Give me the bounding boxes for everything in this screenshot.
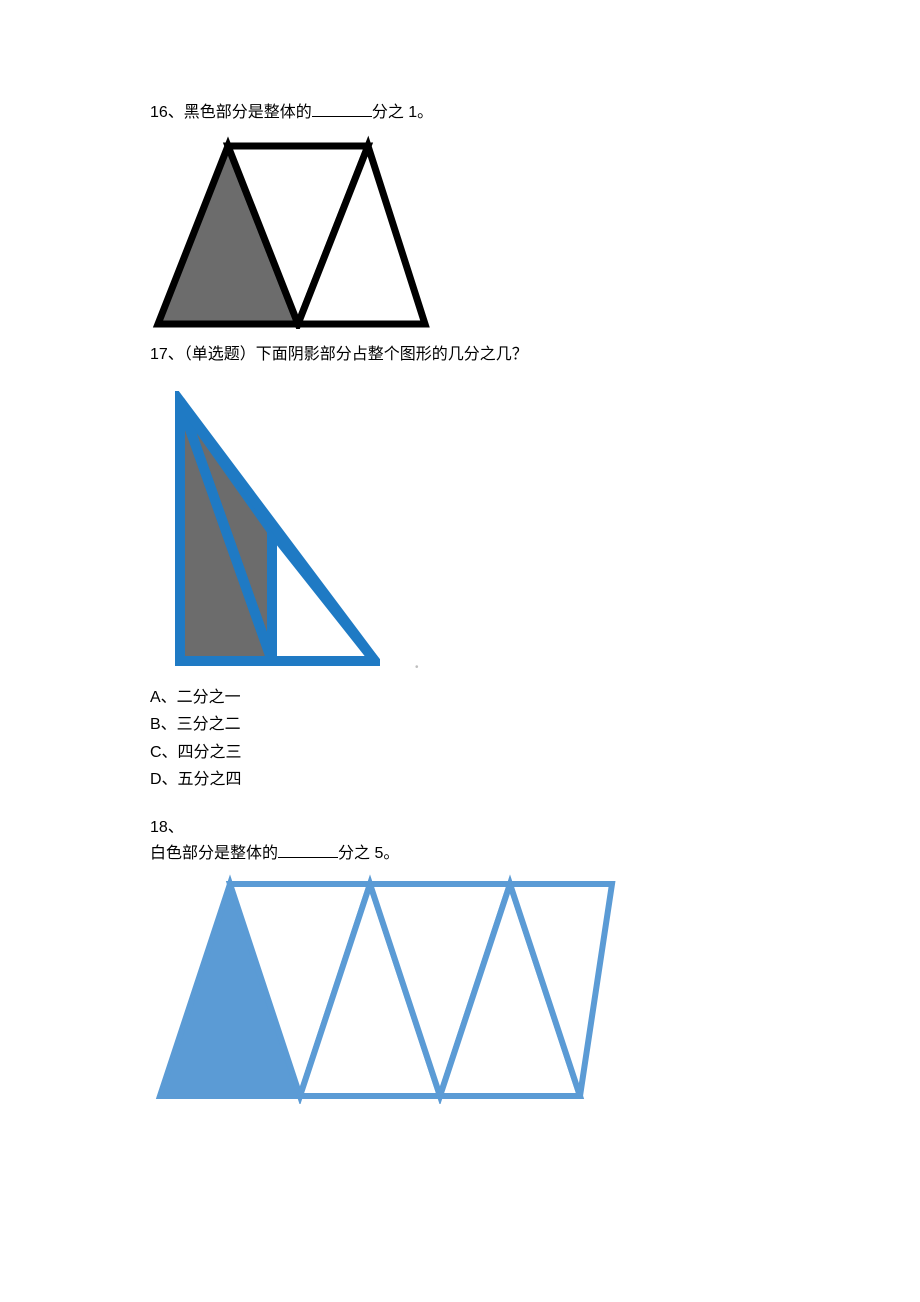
- q17-option-b[interactable]: B、三分之二: [150, 711, 770, 738]
- q17-options: A、二分之一 B、三分之二 C、四分之三 D、五分之四: [150, 684, 770, 793]
- q18-prefix: 白色部分是整体的: [150, 845, 278, 862]
- q18-number: 18、: [150, 815, 770, 841]
- q16-blank[interactable]: [312, 100, 372, 117]
- q16-text: 16、黑色部分是整体的 分之 1。: [150, 100, 770, 126]
- q16-prefix: 16、黑色部分是整体的: [150, 104, 312, 121]
- q17-option-d[interactable]: D、五分之四: [150, 766, 770, 793]
- q17-figure: [150, 391, 770, 676]
- q18-text: 白色部分是整体的 分之 5。: [150, 841, 770, 867]
- q18-figure: [150, 874, 770, 1109]
- q16-suffix: 分之 1。: [372, 104, 433, 121]
- q18-suffix: 分之 5。: [338, 845, 399, 862]
- watermark-dot: •: [415, 662, 419, 673]
- q16-figure: [150, 134, 770, 334]
- q17-option-a[interactable]: A、二分之一: [150, 684, 770, 711]
- q17-option-c[interactable]: C、四分之三: [150, 739, 770, 766]
- q18-blank[interactable]: [278, 841, 338, 858]
- q17-heading: 17、（单选题）下面阴影部分占整个图形的几分之几？: [150, 342, 770, 368]
